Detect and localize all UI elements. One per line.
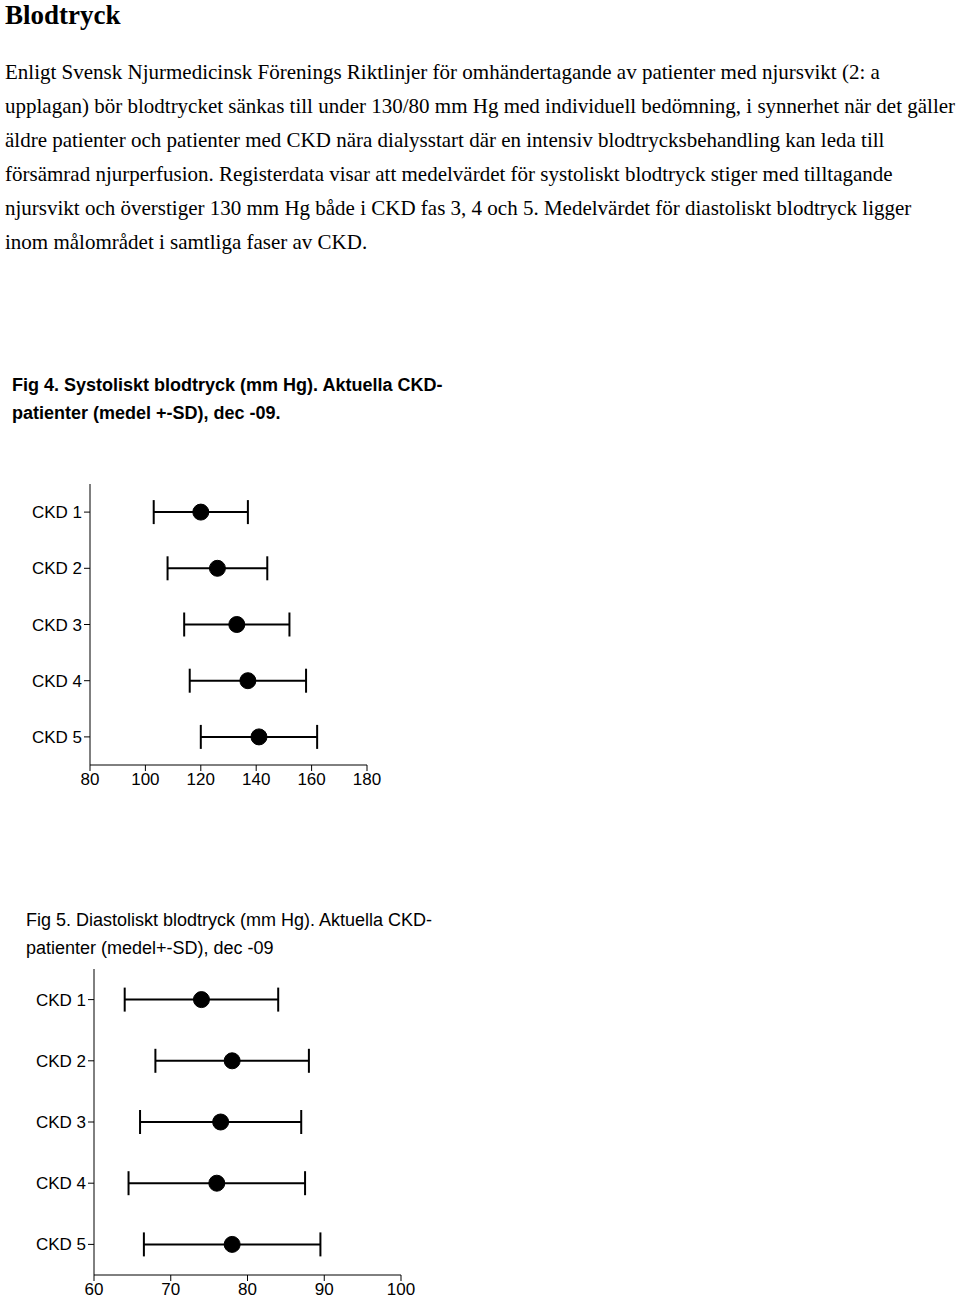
svg-text:160: 160 bbox=[297, 770, 325, 789]
svg-text:140: 140 bbox=[242, 770, 270, 789]
svg-text:CKD 2: CKD 2 bbox=[32, 559, 82, 578]
svg-text:CKD 1: CKD 1 bbox=[32, 503, 82, 522]
svg-text:90: 90 bbox=[315, 1280, 334, 1299]
svg-text:70: 70 bbox=[161, 1280, 180, 1299]
svg-text:CKD 4: CKD 4 bbox=[36, 1174, 86, 1193]
svg-text:100: 100 bbox=[387, 1280, 415, 1299]
svg-text:100: 100 bbox=[131, 770, 159, 789]
svg-text:CKD 3: CKD 3 bbox=[36, 1113, 86, 1132]
html-text:Fig 5. Diastoliskt blodtryck (: Fig 5. Diastoliskt blodtryck (mm Hg). Ak… bbox=[26, 910, 433, 958]
svg-text:60: 60 bbox=[85, 1280, 104, 1299]
svg-text:CKD 5: CKD 5 bbox=[32, 728, 82, 747]
html-text:Fig 4. Systoliskt blodtryck (m: Fig 4. Systoliskt blodtryck (mm Hg). Akt… bbox=[12, 375, 443, 423]
html-text:Enligt Svensk Njurmedicinsk Fö: Enligt Svensk Njurmedicinsk Förenings Ri… bbox=[5, 60, 955, 254]
svg-text:CKD 5: CKD 5 bbox=[36, 1235, 86, 1254]
svg-text:CKD 4: CKD 4 bbox=[32, 672, 82, 691]
svg-text:CKD 2: CKD 2 bbox=[36, 1052, 86, 1071]
html-text:Blodtryck: Blodtryck bbox=[5, 0, 121, 30]
svg-text:120: 120 bbox=[187, 770, 215, 789]
svg-text:80: 80 bbox=[81, 770, 100, 789]
svg-text:CKD 3: CKD 3 bbox=[32, 616, 82, 635]
svg-text:CKD 1: CKD 1 bbox=[36, 991, 86, 1010]
svg-text:180: 180 bbox=[353, 770, 381, 789]
svg-text:80: 80 bbox=[238, 1280, 257, 1299]
